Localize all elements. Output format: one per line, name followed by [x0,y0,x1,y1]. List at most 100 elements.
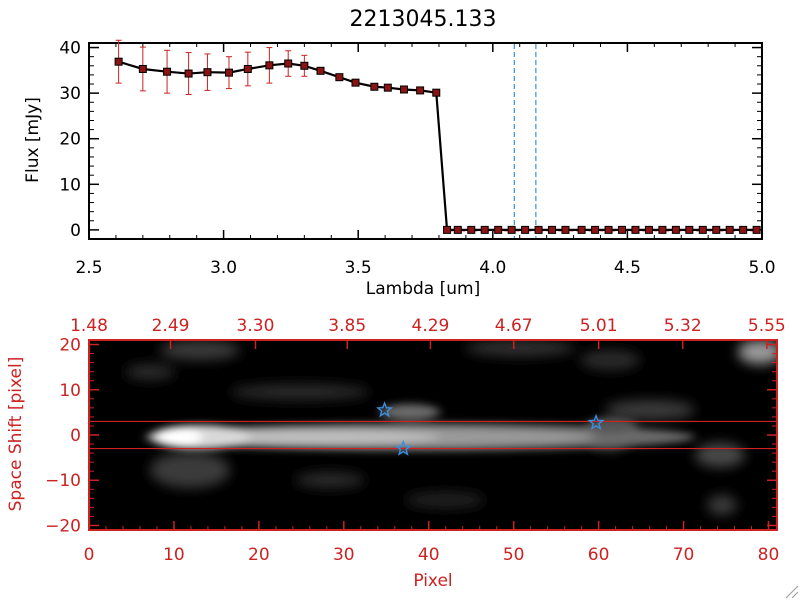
wavelength-tick-label: 5.01 [580,316,618,336]
resize-grip-icon[interactable] [785,585,799,599]
data-point [203,68,212,77]
pixel-tick-label: 70 [673,545,695,565]
data-point [184,69,193,78]
spectral-image [125,340,777,515]
data-point [685,225,694,234]
pixel-tick-label: 0 [84,545,95,565]
data-point [534,225,543,234]
flux-spectrum-panel: 2213045.133 2.5 3.0 3.5 4.0 4.5 5.0010203040 … [23,7,776,299]
data-point [265,61,274,70]
data-point [316,66,325,75]
data-point [399,85,408,94]
data-point [725,225,734,234]
space-shift-axis-label: Space Shift [pixel] [6,357,26,512]
data-point [453,225,462,234]
data-point [224,68,233,77]
data-point [577,225,586,234]
wavelength-tick-label: 3.85 [328,316,366,336]
shift-tick-label: 10 [59,381,81,401]
pixel-tick-label: 80 [758,545,780,565]
data-point [644,225,653,234]
wavelength-tick-label: 3.30 [237,316,275,336]
top-plot-frame [88,42,763,240]
data-point [284,59,293,68]
y-tick-label: 10 [59,175,81,195]
data-point [351,78,360,87]
data-point [416,86,425,95]
source-star-marker [394,439,412,456]
vertical-dashed-lines [513,44,537,238]
data-point [494,225,503,234]
data-point [561,225,570,234]
data-point [658,225,667,234]
data-point [432,88,441,97]
data-point [467,225,476,234]
x-tick-label: 3.5 [345,258,372,278]
pixel-tick-label: 30 [333,545,355,565]
y-tick-label: 0 [70,221,81,241]
data-point [618,225,627,234]
shift-tick-label: 0 [70,426,81,446]
pixel-tick-label: 50 [503,545,525,565]
x-tick-label: 4.0 [479,258,506,278]
data-point [671,225,680,234]
wavelength-tick-label: 1.48 [70,316,108,336]
flux-series-line [118,60,757,231]
data-point [370,82,379,91]
data-point [114,57,123,66]
pixel-tick-label: 20 [248,545,270,565]
y-tick-label: 20 [59,130,81,150]
data-point [163,67,172,76]
y-tick-label: 40 [59,39,81,59]
data-point [548,225,557,234]
data-point [739,225,748,234]
source-markers [376,401,605,456]
shift-tick-label: −20 [45,516,81,536]
data-point [631,225,640,234]
x-tick-label: 5.0 [748,258,775,278]
top-axis-ticks: 2.5 3.0 3.5 4.0 4.5 5.0 0 10 20 30 40 [59,39,775,278]
wavelength-tick-label: 4.67 [495,316,533,336]
aperture-lines [89,420,777,450]
source-star-marker [587,413,605,431]
shift-tick-label: −10 [45,471,81,491]
pixel-tick-label: 10 [163,545,185,565]
source-star-marker [376,401,394,418]
pixel-tick-label: 40 [418,545,440,565]
data-point [383,83,392,92]
wavelength-tick-label: 4.29 [412,316,450,336]
flux-data-points [114,57,761,234]
data-point [752,225,761,234]
data-point [698,225,707,234]
data-point [443,225,452,234]
y-axis-label: Flux [mJy] [23,97,43,183]
x-tick-label: 4.5 [614,258,641,278]
wavelength-tick-label: 5.55 [748,316,786,336]
data-point [507,225,516,234]
pixel-tick-label: 60 [588,545,610,565]
shift-tick-label: 20 [59,336,81,356]
data-point [591,225,600,234]
wavelength-tick-label: 5.32 [664,316,702,336]
spectrum-trace [145,404,695,451]
x-axis-label: Lambda [um] [366,279,480,299]
error-bars [115,39,760,232]
data-point [300,61,309,70]
space-shift-image-panel: 0 10 20 30 40 50 60 70 80 1.48 2.49 3.30 3.85 4.29 4.6… [6,316,786,591]
data-point [712,225,721,234]
bottom-axis-ticks: 0 10 20 30 40 50 60 70 80 1.48 2.49 3.30 3.85 4.29 4.6… [45,316,786,565]
y-tick-label: 30 [59,84,81,104]
wavelength-tick-label: 2.49 [152,316,190,336]
chart-title: 2213045.133 [350,7,497,32]
data-point [521,225,530,234]
data-point [480,225,489,234]
x-tick-label: 2.5 [75,258,102,278]
data-point [604,225,613,234]
x-tick-label: 3.0 [210,258,237,278]
data-point [138,64,147,73]
pixel-axis-label: Pixel [413,571,452,591]
data-point [243,64,252,73]
data-point [335,73,344,82]
